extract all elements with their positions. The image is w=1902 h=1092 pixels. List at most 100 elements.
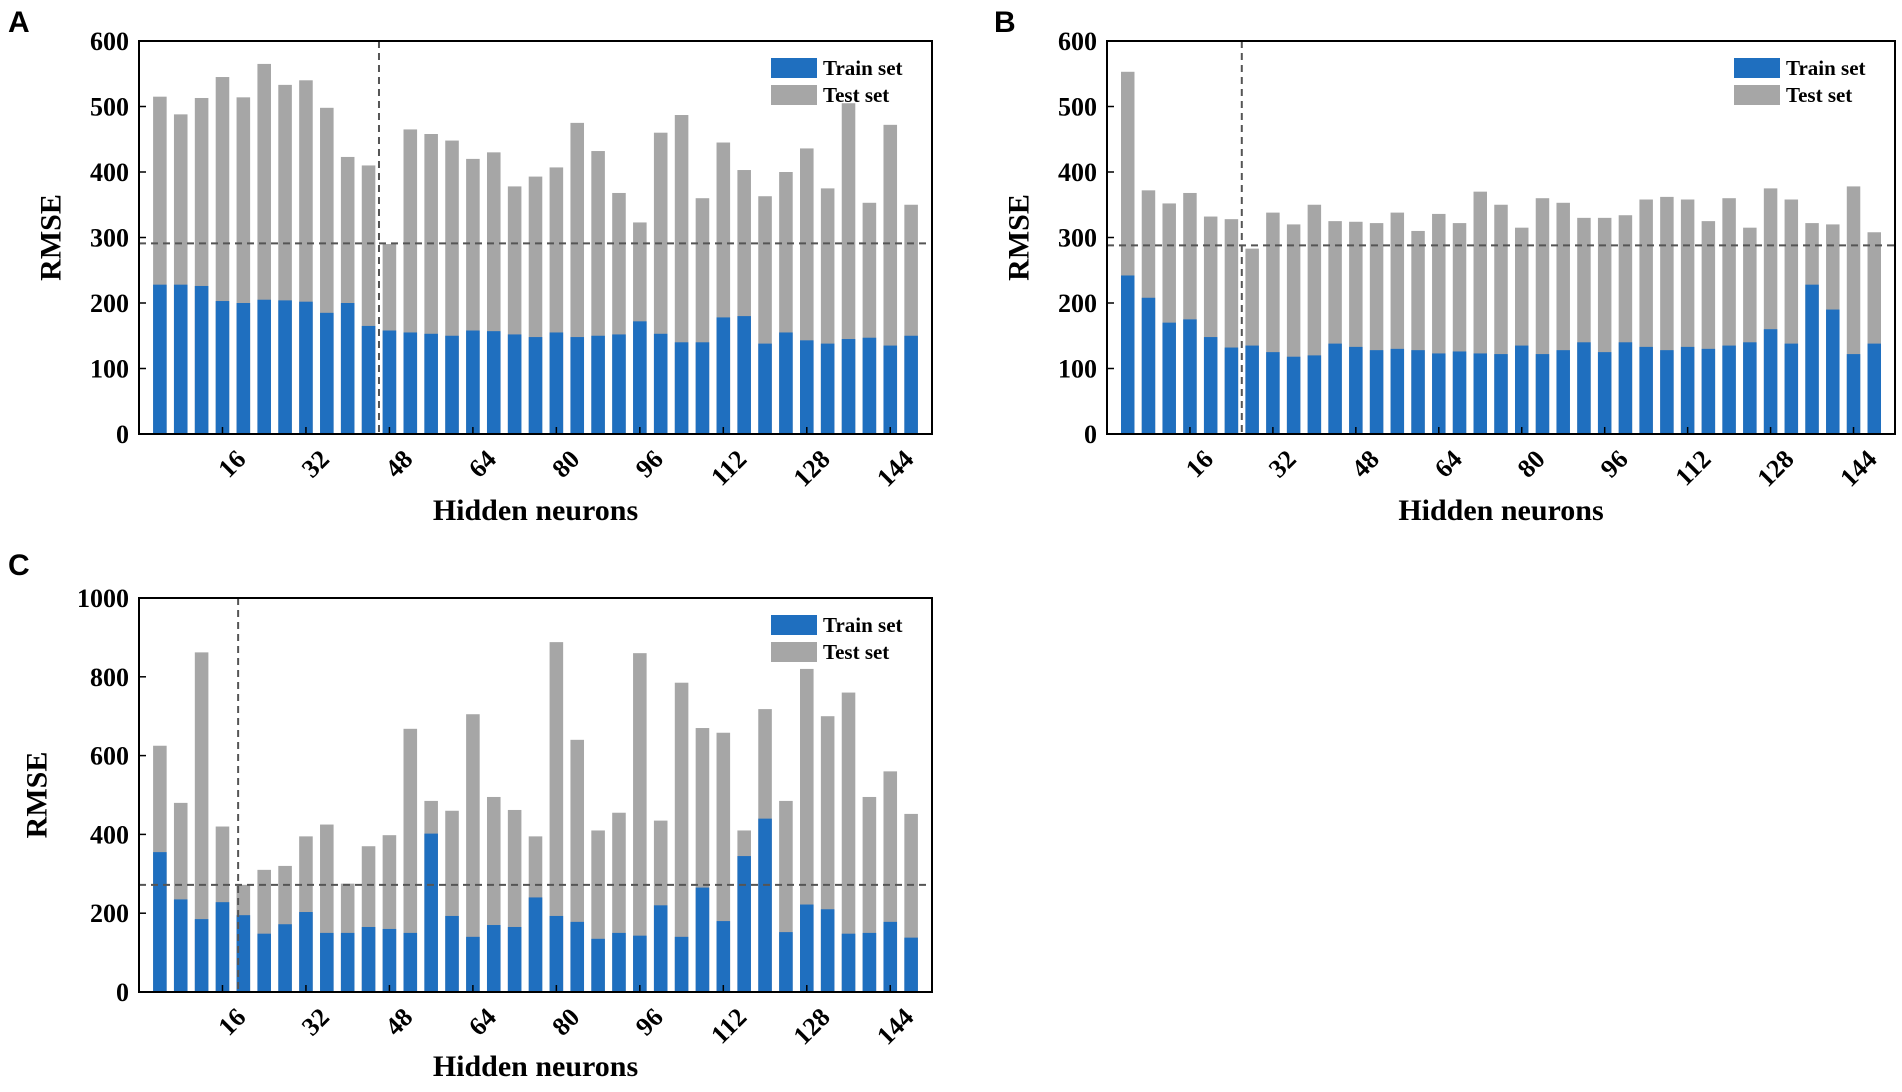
legend-test-label: Test set bbox=[1786, 83, 1852, 107]
x-tick-label: 48 bbox=[379, 1002, 418, 1041]
x-tick-label: 48 bbox=[1346, 444, 1385, 483]
train-bar bbox=[361, 926, 376, 992]
train-bar bbox=[779, 332, 793, 434]
train-bar bbox=[299, 912, 313, 992]
train-bar bbox=[1577, 342, 1591, 434]
x-tick-label: 32 bbox=[1263, 444, 1302, 483]
train-bar bbox=[591, 335, 605, 434]
train-bar bbox=[445, 915, 459, 992]
train-bar bbox=[862, 932, 877, 992]
panel-label: B bbox=[994, 6, 1016, 39]
legend-train-label: Train set bbox=[823, 56, 903, 80]
chart-panel-b: B 0 100 200 300 400 500 600 16 32 48 64 80 96 112 128 14… bbox=[994, 6, 1896, 527]
y-tick-label: 0 bbox=[116, 420, 129, 449]
y-tick-label: 1000 bbox=[77, 584, 129, 613]
train-bar bbox=[403, 932, 418, 992]
train-bar bbox=[1307, 355, 1322, 434]
train-bar bbox=[737, 856, 751, 992]
x-tick-label: 48 bbox=[379, 444, 418, 483]
x-axis-label: Hidden neurons bbox=[1398, 494, 1603, 527]
x-tick-label: 80 bbox=[1512, 444, 1551, 483]
x-tick-label: 112 bbox=[1670, 444, 1717, 491]
test-bar bbox=[633, 653, 647, 992]
train-bar bbox=[570, 921, 585, 992]
train-bar bbox=[215, 301, 230, 434]
x-tick-label: 32 bbox=[296, 1002, 335, 1041]
train-bar bbox=[1494, 354, 1508, 434]
train-bar bbox=[340, 932, 355, 992]
train-bar bbox=[194, 285, 209, 434]
train-bar bbox=[800, 340, 814, 434]
x-tick-label: 144 bbox=[871, 1002, 919, 1050]
train-bar bbox=[340, 303, 355, 434]
train-bar bbox=[633, 321, 647, 434]
train-bar bbox=[1846, 354, 1861, 434]
train-bar bbox=[466, 936, 480, 992]
train-bar bbox=[612, 932, 626, 992]
train-bar bbox=[1390, 348, 1405, 434]
y-tick-label: 100 bbox=[90, 355, 129, 384]
train-bar bbox=[1556, 350, 1570, 434]
train-bar bbox=[1701, 348, 1716, 434]
train-bar bbox=[278, 300, 292, 434]
train-bar bbox=[549, 915, 564, 992]
train-bar bbox=[424, 333, 438, 434]
chart-panel-a: A 0 100 200 300 400 500 600 16 32 48 64 80 96 112 128 14… bbox=[8, 6, 933, 527]
y-tick-label: 400 bbox=[90, 158, 129, 187]
panel-label: A bbox=[8, 6, 30, 39]
train-bar bbox=[1328, 343, 1342, 434]
train-bar bbox=[800, 904, 814, 992]
train-bar bbox=[486, 331, 501, 434]
test-bar bbox=[841, 692, 856, 992]
train-bar bbox=[320, 932, 334, 992]
train-bar bbox=[1680, 346, 1695, 434]
train-bar bbox=[758, 343, 772, 434]
x-tick-label: 112 bbox=[705, 1002, 752, 1049]
legend-test-label: Test set bbox=[823, 83, 889, 107]
y-tick-label: 600 bbox=[90, 27, 129, 56]
train-bar bbox=[1224, 347, 1239, 434]
test-bar bbox=[549, 642, 564, 992]
legend-test-swatch bbox=[771, 85, 817, 105]
y-axis-label: RMSE bbox=[21, 752, 54, 839]
y-axis-label: RMSE bbox=[35, 194, 68, 281]
train-bar bbox=[904, 335, 918, 434]
x-tick-label: 80 bbox=[546, 444, 585, 483]
legend-test-swatch bbox=[771, 642, 817, 662]
train-bar bbox=[486, 925, 501, 992]
y-tick-label: 100 bbox=[1058, 355, 1097, 384]
train-bar bbox=[236, 915, 251, 992]
x-tick-label: 144 bbox=[1834, 444, 1882, 492]
train-bar bbox=[1743, 342, 1757, 434]
train-bar bbox=[737, 316, 751, 434]
train-bar bbox=[862, 337, 877, 434]
train-bar bbox=[653, 905, 668, 992]
train-bar bbox=[1203, 337, 1218, 434]
test-bar bbox=[674, 682, 689, 992]
train-bar bbox=[507, 334, 522, 434]
train-bar bbox=[299, 301, 313, 434]
plot-frame bbox=[138, 597, 933, 993]
y-tick-label: 400 bbox=[1058, 158, 1097, 187]
legend-test-swatch bbox=[1734, 85, 1780, 105]
x-tick-label: 80 bbox=[546, 1002, 585, 1041]
train-bar bbox=[153, 284, 167, 434]
legend-train-swatch bbox=[771, 615, 817, 635]
y-tick-label: 0 bbox=[116, 978, 129, 1007]
train-bar bbox=[153, 852, 167, 992]
train-bar bbox=[1141, 297, 1156, 434]
x-tick-label: 64 bbox=[463, 1002, 502, 1041]
legend-train-swatch bbox=[1734, 58, 1780, 78]
y-tick-label: 200 bbox=[90, 899, 129, 928]
x-tick-label: 16 bbox=[213, 1002, 252, 1041]
train-bar bbox=[612, 334, 626, 434]
train-bar bbox=[633, 935, 647, 992]
train-bar bbox=[528, 897, 543, 992]
test-bar bbox=[403, 728, 418, 992]
x-axis-label: Hidden neurons bbox=[433, 494, 638, 527]
train-bar bbox=[1826, 309, 1840, 434]
train-bar bbox=[528, 337, 543, 434]
train-bar bbox=[1452, 351, 1467, 434]
train-bar bbox=[695, 342, 710, 434]
